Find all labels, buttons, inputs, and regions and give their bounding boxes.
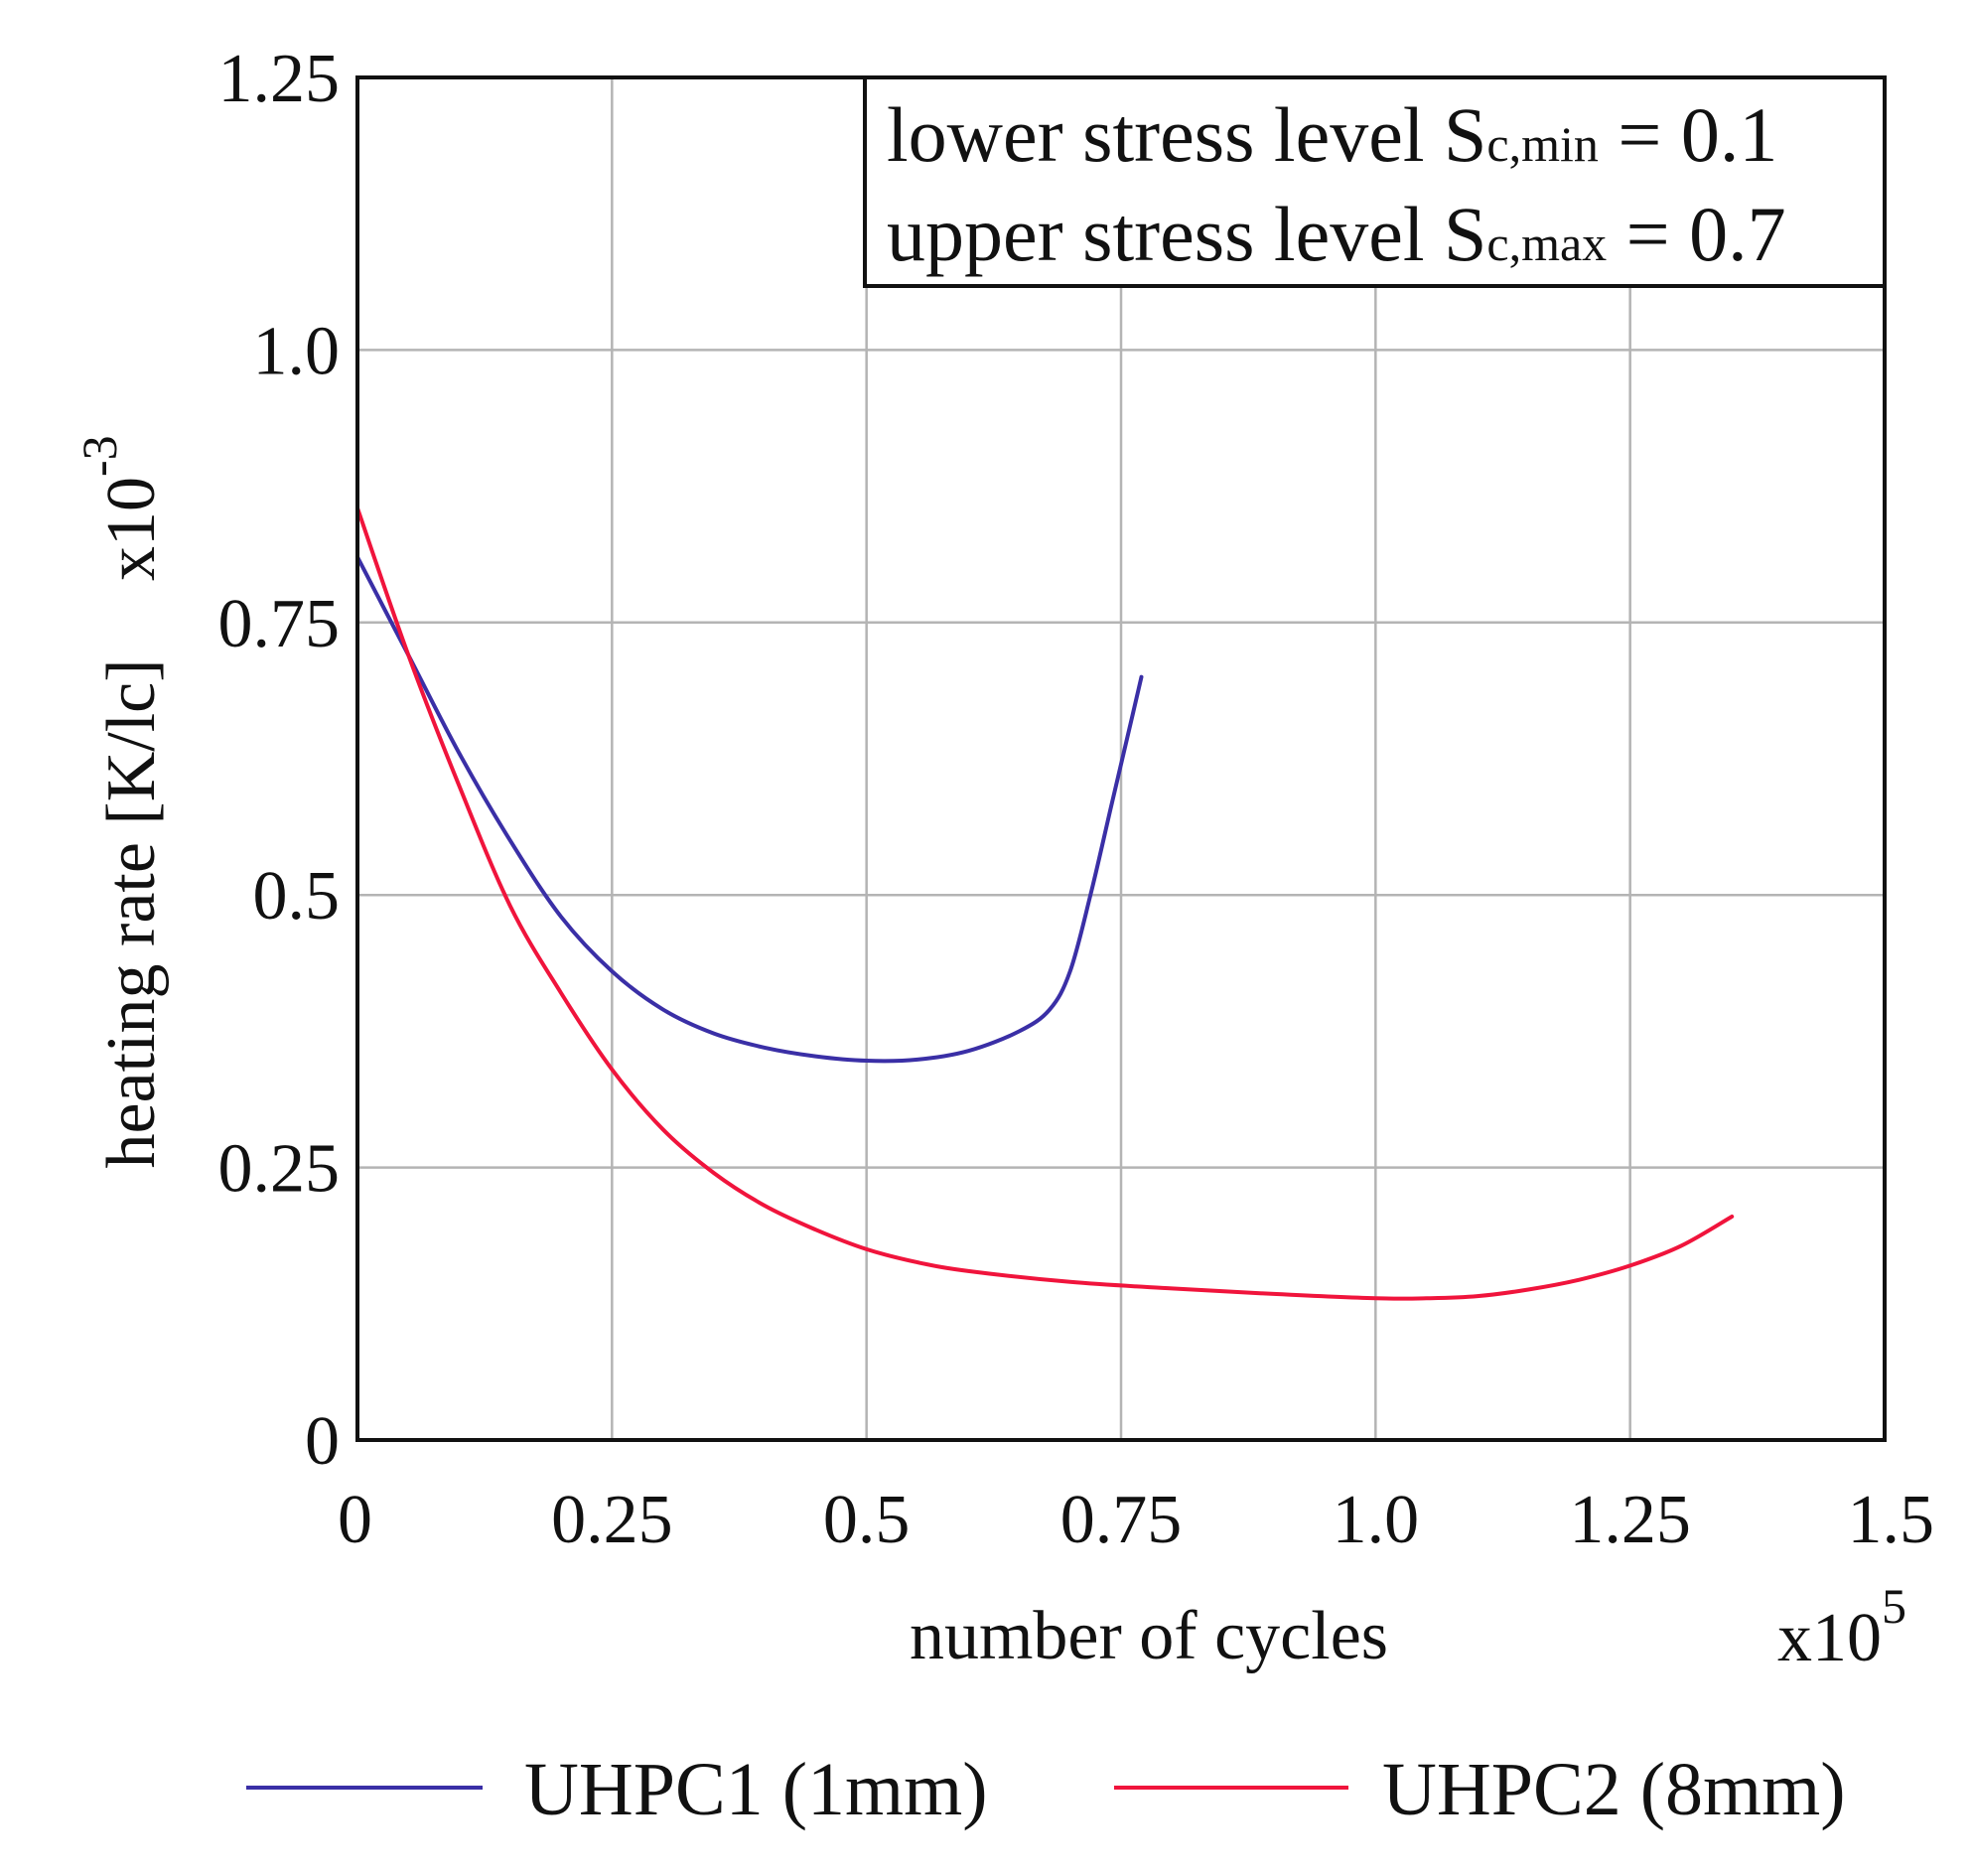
series-lines	[355, 505, 1735, 1301]
annotation-line-2: upper stress level Sc,max = 0.7	[887, 191, 1786, 277]
legend-label-uhpc2: UHPC2 (8mm)	[1382, 1748, 1846, 1831]
x-tick-label: 1.25	[1569, 1482, 1691, 1558]
tick-labels: 0 0.25 0.5 0.75 1.0 1.25 1.5 0 0.25 0.5 0.75 1.0 1.2…	[218, 41, 1935, 1558]
x-tick-label: 1.0	[1333, 1482, 1420, 1558]
series-line-2	[355, 505, 1735, 1301]
annotation-frame	[863, 75, 1887, 288]
series-line-1	[355, 554, 1144, 1064]
x-tick-label: 1.5	[1848, 1482, 1935, 1558]
y-tick-label: 0.25	[218, 1131, 341, 1208]
annotation-box: lower stress level Sc,min = 0.1 upper st…	[863, 75, 1887, 288]
y-tick-label: 0	[305, 1403, 340, 1480]
x-tick-label: 0.5	[823, 1482, 911, 1558]
x-tick-label: 0.25	[551, 1482, 673, 1558]
x-tick-label: 0	[338, 1482, 372, 1558]
y-tick-label: 1.0	[253, 313, 341, 389]
y-tick-label: 1.25	[218, 41, 341, 117]
y-tick-label: 0.75	[218, 586, 341, 662]
y-axis-title: heating rate [K/lc]	[93, 658, 170, 1168]
annotation-line-1: lower stress level Sc,min = 0.1	[887, 91, 1777, 178]
y-axis-multiplier: x10-3	[71, 435, 170, 581]
x-axis-title: number of cycles	[910, 1598, 1388, 1674]
y-tick-label: 0.5	[253, 858, 341, 935]
x-tick-label: 0.75	[1060, 1482, 1183, 1558]
legend-label-uhpc1: UHPC1 (1mm)	[524, 1748, 988, 1831]
legend: UHPC1 (1mm) UHPC2 (8mm)	[246, 1748, 1846, 1831]
x-axis-multiplier: x105	[1777, 1578, 1906, 1676]
